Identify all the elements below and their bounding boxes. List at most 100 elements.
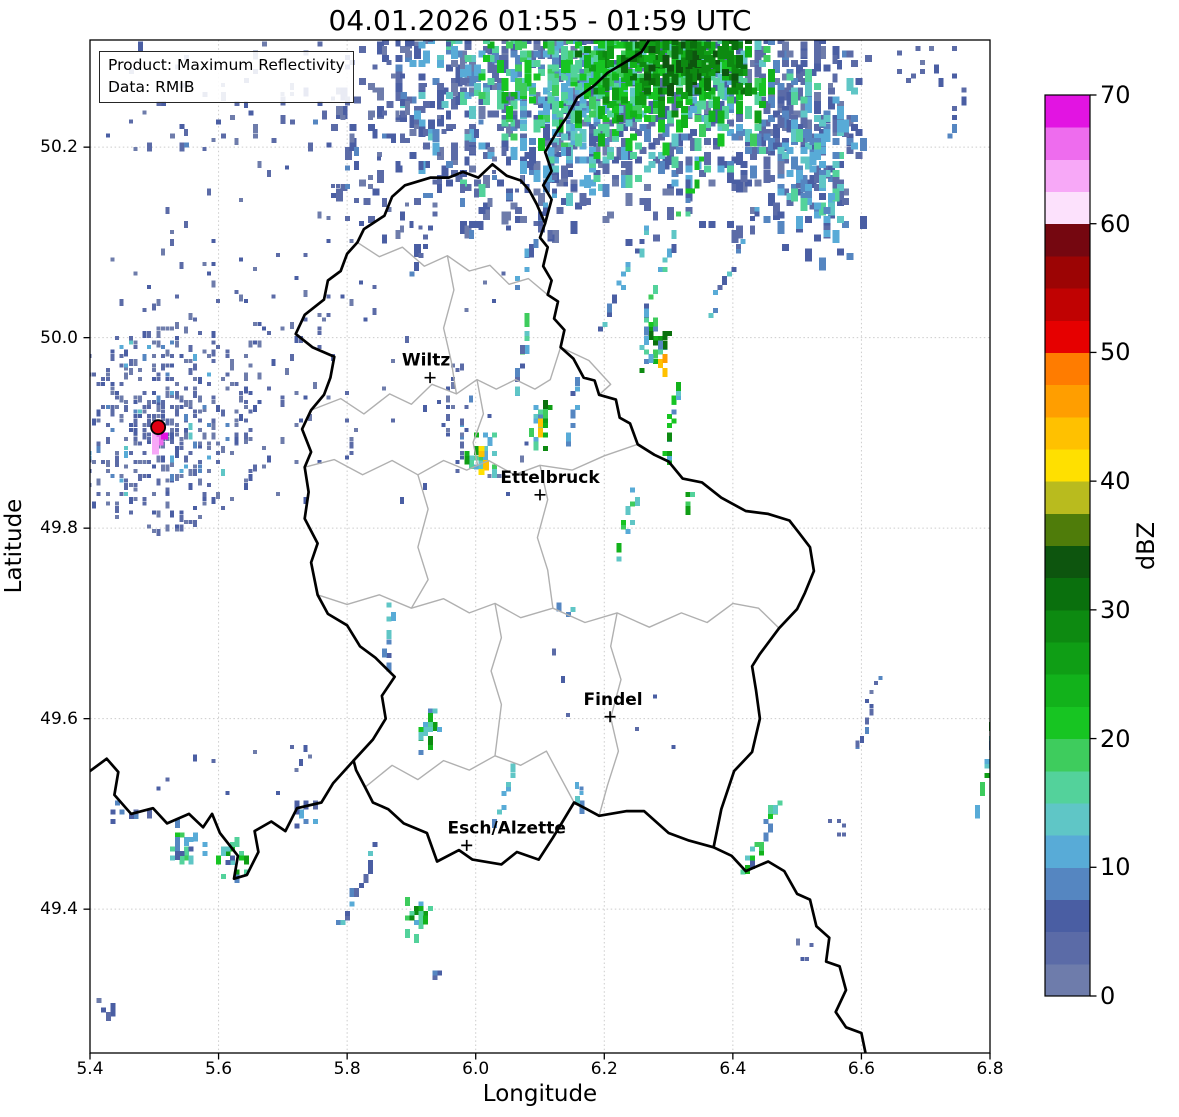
radar-echo-cell — [243, 400, 248, 405]
radar-echo-cell — [335, 188, 343, 202]
radar-echo-cell — [266, 170, 271, 178]
radar-echo-cell — [837, 179, 845, 187]
radar-echo-cell — [584, 28, 591, 35]
radar-echo-cell — [791, 87, 799, 95]
radar-echo-cell — [565, 59, 573, 73]
radar-echo-cell — [377, 151, 383, 157]
region-border-line — [490, 603, 503, 756]
region-border-line — [317, 594, 780, 629]
radar-echo-cell — [777, 96, 785, 104]
radar-echo-cell — [703, 55, 711, 63]
radar-echo-cell — [598, 124, 605, 132]
colorbar-segment — [1045, 674, 1090, 707]
radar-echo-cell — [625, 262, 631, 272]
radar-echo-cell — [234, 101, 240, 107]
radar-echo-cell — [423, 234, 429, 240]
radar-echo-cell — [782, 110, 789, 118]
radar-echo-cell — [611, 174, 619, 182]
radar-echo-cell — [506, 211, 510, 219]
radar-echo-cell — [538, 5, 545, 18]
radar-echo-cell — [538, 423, 544, 433]
radar-echo-cell — [211, 423, 216, 431]
radar-echo-cell — [736, 82, 743, 90]
radar-echo-cell — [404, 50, 412, 58]
radar-echo-cell — [299, 809, 304, 819]
radar-echo-cell — [437, 726, 442, 732]
radar-echo-cell — [593, 151, 601, 159]
radar-echo-cell — [772, 110, 780, 118]
radar-echo-cell — [533, 73, 541, 81]
radar-echo-cell — [234, 418, 239, 423]
radar-echo-cell — [589, 0, 596, 8]
radar-echo-cell — [809, 142, 817, 150]
radar-echo-cell — [846, 147, 854, 155]
radar-echo-cell — [841, 188, 849, 196]
radar-echo-cell — [795, 938, 800, 946]
radar-echo-cell — [349, 437, 354, 441]
radar-echo-cell — [395, 64, 403, 72]
city-label: Wiltz — [402, 351, 451, 371]
y-tick-label: 49.6 — [40, 708, 78, 729]
radar-echo-cell — [496, 809, 502, 815]
radar-echo-cell — [547, 0, 554, 2]
radar-echo-cell — [772, 202, 780, 216]
radar-echo-cell — [685, 40, 693, 50]
radar-echo-cell — [151, 354, 156, 359]
radar-echo-cell — [644, 18, 651, 31]
radar-echo-cell — [515, 14, 522, 27]
radar-echo-cell — [501, 211, 509, 225]
radar-echo-cell — [138, 368, 142, 372]
radar-echo-cell — [427, 708, 433, 718]
radar-echo-cell — [722, 59, 730, 73]
radar-echo-cell — [83, 423, 87, 430]
radar-echo-cell — [565, 124, 573, 132]
radar-echo-cell — [731, 96, 739, 104]
radar-echo-cell — [455, 460, 460, 464]
radar-echo-cell — [814, 41, 822, 55]
radar-echo-cell — [538, 138, 546, 151]
radar-echo-cell — [156, 331, 161, 339]
radar-echo-cell — [740, 128, 748, 136]
radar-echo-cell — [363, 317, 368, 322]
radar-echo-cell — [381, 197, 387, 207]
radar-echo-cell — [506, 32, 513, 39]
radar-echo-cell — [78, 396, 82, 403]
radar-echo-cell — [621, 59, 628, 73]
radar-echo-cell — [630, 18, 637, 25]
radar-echo-cell — [726, 50, 734, 64]
radar-echo-cell — [579, 786, 584, 791]
radar-echo-cell — [786, 73, 794, 81]
radar-echo-cell — [805, 197, 812, 205]
radar-echo-cell — [639, 110, 647, 118]
radar-echo-cell — [211, 395, 216, 400]
radar-echo-cell — [607, 0, 614, 13]
radar-echo-cell — [248, 473, 253, 481]
radar-echo-cell — [441, 101, 449, 109]
radar-echo-cell — [612, 14, 619, 21]
radar-echo-cell — [473, 64, 481, 72]
radar-echo-cell — [368, 124, 375, 132]
radar-echo-cell — [400, 133, 406, 139]
radar-echo-cell — [754, 0, 761, 2]
radar-echo-cell — [800, 96, 808, 104]
radar-echo-cell — [864, 55, 872, 63]
radar-echo-cell — [570, 96, 578, 104]
radar-echo-cell — [543, 5, 550, 12]
radar-echo-cell — [649, 0, 656, 7]
radar-echo-cell — [685, 207, 693, 214]
radar-echo-cell — [556, 207, 564, 214]
radar-echo-cell — [184, 400, 188, 408]
radar-echo-cell — [736, 243, 741, 249]
radar-echo-cell — [625, 59, 633, 67]
radar-echo-cell — [386, 639, 392, 645]
radar-echo-cell — [174, 818, 180, 828]
radar-echo-cell — [690, 64, 697, 72]
radar-echo-cell — [533, 220, 539, 226]
plot-frame — [89, 39, 991, 1054]
radar-echo-cell — [519, 174, 524, 182]
radar-echo-cell — [782, 142, 789, 150]
radar-echo-cell — [759, 14, 766, 27]
radar-echo-cell — [851, 124, 858, 132]
radar-echo-cell — [400, 110, 408, 118]
radar-echo-cell — [588, 156, 596, 164]
